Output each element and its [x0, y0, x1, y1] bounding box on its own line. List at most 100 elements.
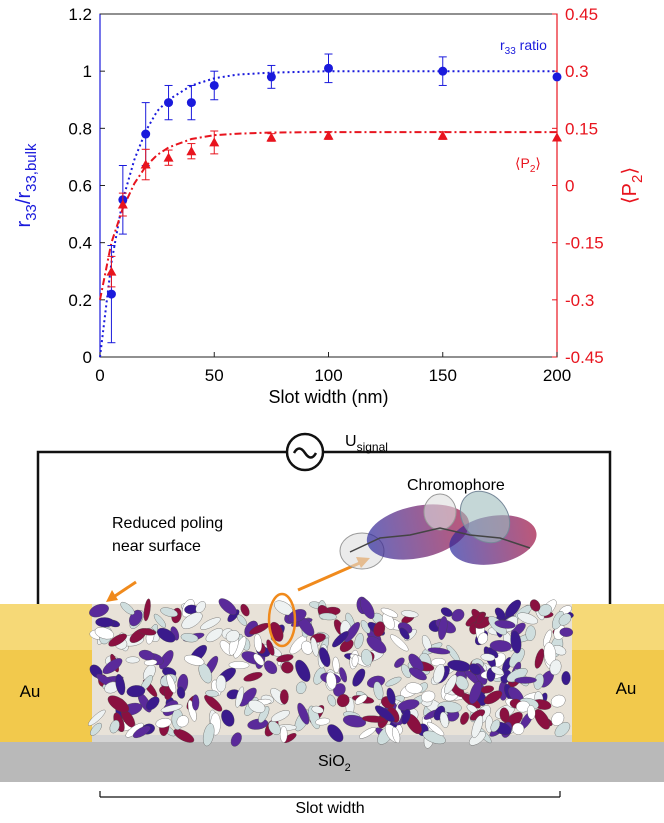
ac-symbol	[292, 447, 318, 459]
chromophore	[332, 656, 340, 674]
chromophore	[401, 708, 411, 725]
chromophore	[327, 694, 336, 707]
marker	[266, 132, 277, 142]
chromophore	[155, 718, 172, 728]
chromophore	[138, 649, 155, 661]
chromophore-cloud	[88, 596, 574, 749]
chromophore	[534, 709, 551, 730]
slot-width-label: Slot width	[295, 800, 364, 817]
chromophore	[88, 709, 106, 726]
chromophore	[550, 694, 566, 708]
chromophore	[517, 612, 538, 625]
marker	[324, 63, 333, 73]
marker	[106, 266, 117, 276]
chromophore	[191, 694, 200, 711]
highlight	[267, 592, 297, 648]
chromophore	[386, 687, 396, 705]
chromophore	[469, 663, 482, 675]
chromophore	[281, 661, 294, 674]
marker	[323, 130, 334, 140]
electrode-label: Au	[20, 682, 41, 701]
label-sub: signal	[357, 440, 388, 454]
chromophore	[264, 660, 278, 675]
group	[423, 493, 457, 531]
label-part: ⟨P	[515, 155, 530, 171]
y-tick-label: 0.2	[68, 291, 92, 310]
label-part: r	[500, 37, 505, 53]
chromophore	[477, 632, 489, 645]
x-tick-label: 50	[205, 366, 224, 385]
chromophore	[451, 608, 465, 622]
label-part: ratio	[516, 37, 547, 53]
y2-tick-label: -0.15	[565, 234, 604, 253]
marker	[266, 72, 276, 82]
y-tick-label: 0.8	[68, 119, 92, 138]
x-tick-label: 100	[314, 366, 342, 385]
axis-label: ⟨P2⟩	[619, 167, 646, 204]
chromophore	[310, 637, 319, 657]
chromophore	[109, 719, 120, 734]
label-sub: 33	[505, 46, 517, 57]
x-tick-label: 150	[429, 366, 457, 385]
chromophore	[354, 694, 368, 705]
wire	[323, 450, 612, 608]
chromophore	[427, 721, 445, 736]
chromophore	[336, 694, 350, 708]
chromophore	[354, 633, 364, 649]
chromophore	[235, 686, 244, 708]
chromophore	[460, 712, 470, 725]
chromophore	[248, 699, 266, 713]
marker	[164, 98, 174, 108]
electrode-label: Au	[616, 679, 637, 698]
y2-tick-label: -0.3	[565, 291, 594, 310]
chromophore	[427, 647, 451, 655]
chromophore	[180, 633, 199, 643]
chromophore	[399, 627, 410, 640]
chromophore	[471, 715, 484, 739]
chromophore	[279, 726, 288, 743]
chromophore	[527, 705, 536, 720]
chromophore	[408, 653, 424, 672]
chromophore	[266, 639, 275, 656]
chromophore	[373, 621, 386, 637]
chromophore	[240, 603, 250, 617]
y2-tick-label: 0.15	[565, 119, 598, 138]
chromophore	[145, 696, 160, 711]
x-tick-label: 200	[543, 366, 571, 385]
chromophore	[120, 601, 135, 615]
chromophore	[483, 690, 503, 705]
chromophore	[125, 656, 140, 664]
signal-label: Usignal	[345, 433, 388, 454]
label-part: U	[345, 433, 357, 450]
chromophore	[390, 634, 409, 652]
electrode-top	[0, 604, 92, 650]
chromophore	[490, 666, 504, 676]
label-sub: 33	[23, 204, 40, 221]
chromophore	[361, 649, 373, 666]
chromophore	[204, 694, 223, 712]
axis-label: r33/r33,bulk	[13, 143, 40, 227]
chromophore	[439, 711, 449, 729]
chromophore	[351, 654, 359, 667]
arrowhead	[106, 590, 118, 602]
diagram: Usignal Chromophore Reduced poling near …	[0, 432, 664, 817]
backbone	[349, 527, 531, 553]
chromophore	[538, 604, 552, 617]
chromophore	[480, 653, 496, 662]
chromophore	[327, 724, 344, 743]
chromophore	[90, 722, 102, 736]
y-tick-label: 0.4	[68, 234, 92, 253]
y-tick-label: 0	[83, 348, 92, 367]
annotation: near surface	[112, 538, 201, 555]
chromophore	[421, 690, 436, 703]
chromophore	[360, 598, 375, 619]
annotation: Reduced poling	[112, 515, 223, 532]
chromophore	[332, 631, 349, 648]
marker	[209, 80, 219, 90]
chromophore	[181, 612, 203, 629]
marker	[106, 289, 116, 299]
chromophore	[510, 630, 522, 654]
marker	[552, 72, 562, 82]
chromophore	[554, 722, 571, 737]
